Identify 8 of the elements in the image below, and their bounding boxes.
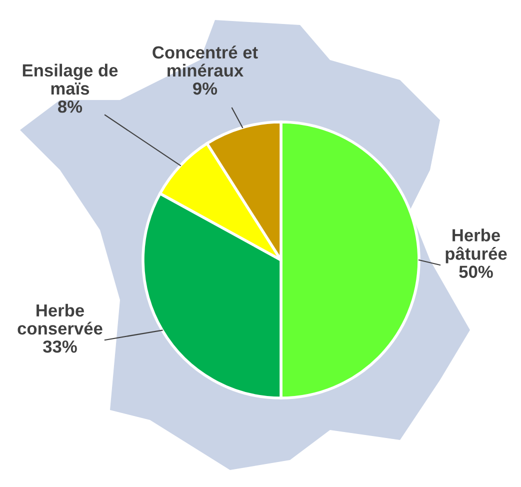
data-label: 9%: [193, 82, 218, 95]
data-label: 50%: [459, 266, 493, 278]
slice-label: Concentré et minéraux: [152, 46, 258, 77]
data-label: 8%: [58, 100, 82, 113]
data-label: 33%: [43, 340, 77, 353]
slice-label: Ensilage de maïs: [22, 64, 118, 95]
slice-label: Herbe conservée: [18, 304, 102, 335]
slice-label: Herbe pâturée: [446, 228, 507, 264]
